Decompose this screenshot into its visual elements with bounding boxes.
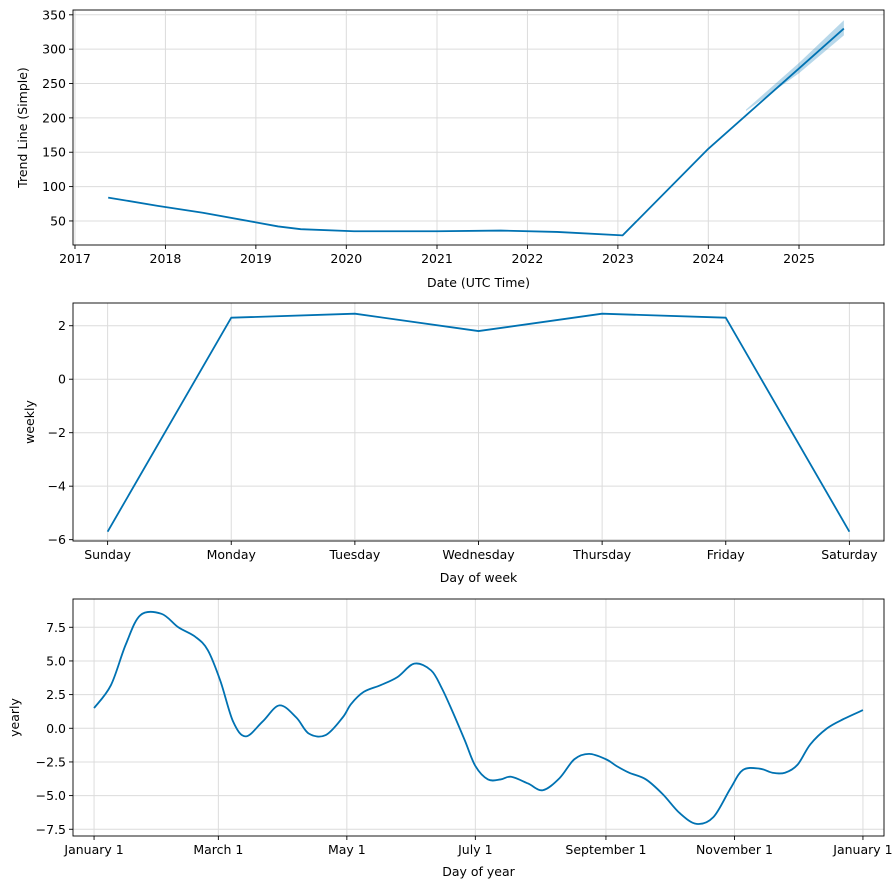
trend-uncertainty-band [745,20,844,112]
y-tick-label: 0.0 [46,721,66,736]
x-tick-label: January 1 [832,842,892,857]
y-tick-label: −7.5 [36,822,66,837]
x-tick-label: March 1 [193,842,243,857]
x-tick-label: Tuesday [328,547,380,562]
y-tick-label: 300 [42,42,66,57]
yearly-grid [73,599,884,836]
trend-x-axis-label: Date (UTC Time) [427,275,530,290]
trend-series [108,27,845,237]
x-tick-label: Wednesday [442,547,515,562]
x-tick-label: July 1 [457,842,492,857]
y-tick-label: 2 [58,318,66,333]
x-tick-label: January 1 [63,842,123,857]
x-tick-label: 2017 [59,251,91,266]
y-tick-label: −5.0 [36,788,66,803]
trend-plot-frame [72,9,885,246]
yearly-y-axis-label: yearly [7,698,22,737]
yearly-axis-ticks: January 1 March 1 May 1 July 1 September 1 No… [36,620,893,857]
x-tick-label: Saturday [821,547,878,562]
y-tick-label: 2.5 [46,687,66,702]
y-tick-label: 5.0 [46,653,66,668]
weekly-y-axis-label: weekly [22,400,37,444]
series-line [106,312,851,533]
x-tick-label: Friday [707,547,745,562]
y-tick-label: 7.5 [46,620,66,635]
weekly-grid [73,303,884,541]
x-tick-label: November 1 [696,842,773,857]
x-tick-label: 2021 [421,251,453,266]
x-tick-label: 2025 [783,251,815,266]
y-tick-label: 200 [42,110,66,125]
y-tick-label: −2 [48,425,66,440]
x-tick-label: 2018 [150,251,182,266]
yearly-x-axis-label: Day of year [442,864,515,879]
uncertainty-band [745,20,844,112]
series-line [108,27,845,237]
x-tick-label: Thursday [572,547,632,562]
x-tick-label: May 1 [328,842,366,857]
trend-y-axis-label: Trend Line (Simple) [15,67,30,189]
y-tick-label: 50 [50,213,66,228]
y-tick-label: −4 [48,479,66,494]
weekly-axis-ticks: Sunday Monday Tuesday Wednesday Thursday Frid… [48,318,879,562]
x-tick-label: 2020 [330,251,362,266]
weekly-x-axis-label: Day of week [440,570,518,585]
yearly-panel: January 1 March 1 May 1 July 1 September 1 No… [7,598,893,879]
x-tick-label: Monday [207,547,257,562]
yearly-series [93,610,864,825]
yearly-plot-frame [72,598,885,837]
y-tick-label: 0 [58,372,66,387]
trend-grid [73,10,884,245]
y-tick-label: −6 [48,532,66,547]
weekly-series [106,312,851,533]
x-tick-label: 2019 [240,251,272,266]
trend-axis-ticks: 2017 2018 2019 2020 2021 2022 2023 2024 2025 50 10… [42,7,815,266]
y-tick-label: −2.5 [36,754,66,769]
x-tick-label: 2022 [512,251,544,266]
y-tick-label: 150 [42,145,66,160]
x-tick-label: 2024 [692,251,724,266]
weekly-panel: Sunday Monday Tuesday Wednesday Thursday Frid… [22,302,885,585]
x-tick-label: 2023 [602,251,634,266]
y-tick-label: 350 [42,7,66,22]
x-tick-label: Sunday [84,547,131,562]
trend-panel: 2017 2018 2019 2020 2021 2022 2023 2024 2025 50 10… [15,7,885,290]
x-tick-label: September 1 [565,842,646,857]
y-tick-label: 100 [42,179,66,194]
series-line [93,610,864,825]
y-tick-label: 250 [42,76,66,91]
